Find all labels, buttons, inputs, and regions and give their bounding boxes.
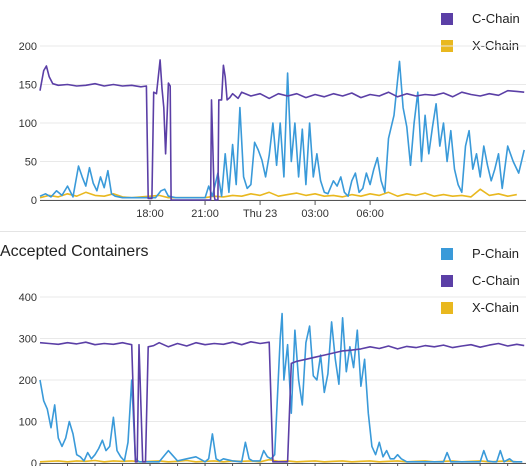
legend-label: X-Chain — [472, 300, 519, 315]
y-tick-label: 0 — [31, 458, 37, 466]
series-line-p-chain — [39, 312, 523, 463]
y-tick-label: 200 — [19, 375, 37, 387]
series-line-c-chain — [39, 59, 525, 201]
series-line-x-chain — [39, 188, 517, 199]
y-tick-label: 400 — [19, 292, 37, 304]
y-tick-label: 100 — [19, 417, 37, 429]
series-line-c-chain — [39, 341, 525, 463]
x-tick-label: 06:00 — [356, 208, 384, 220]
x-tick-label: 18:00 — [136, 208, 164, 220]
x-tick-label: 03:00 — [301, 208, 329, 220]
y-tick-label: 200 — [19, 41, 37, 53]
line-chart: 0 100 200 300 400 — [19, 292, 526, 466]
series-line-p-chain — [39, 60, 525, 199]
legend-swatch — [441, 302, 453, 314]
x-tick-label: 21:00 — [191, 208, 219, 220]
x-tick-label: Thu 23 — [243, 208, 277, 220]
legend-label: C-Chain — [472, 273, 520, 288]
chart-panel-bottom: Accepted Containers P-Chain C-Chain X-Chai… — [0, 233, 526, 466]
legend-swatch — [441, 248, 453, 260]
y-tick-label: 100 — [19, 118, 37, 130]
panel-divider — [0, 231, 526, 232]
legend-swatch — [441, 275, 453, 287]
y-tick-label: 300 — [19, 334, 37, 346]
legend-label: P-Chain — [472, 246, 519, 261]
y-tick-label: 150 — [19, 80, 37, 92]
legend-label: C-Chain — [472, 11, 520, 26]
legend-swatch — [441, 13, 453, 25]
line-chart: 0 50 100 150 200 18:00 21:00 Thu 23 03:00 06:00 — [19, 41, 526, 220]
chart-title: Accepted Containers — [0, 243, 149, 260]
y-tick-label: 50 — [25, 157, 37, 169]
y-tick-label: 0 — [31, 195, 37, 207]
